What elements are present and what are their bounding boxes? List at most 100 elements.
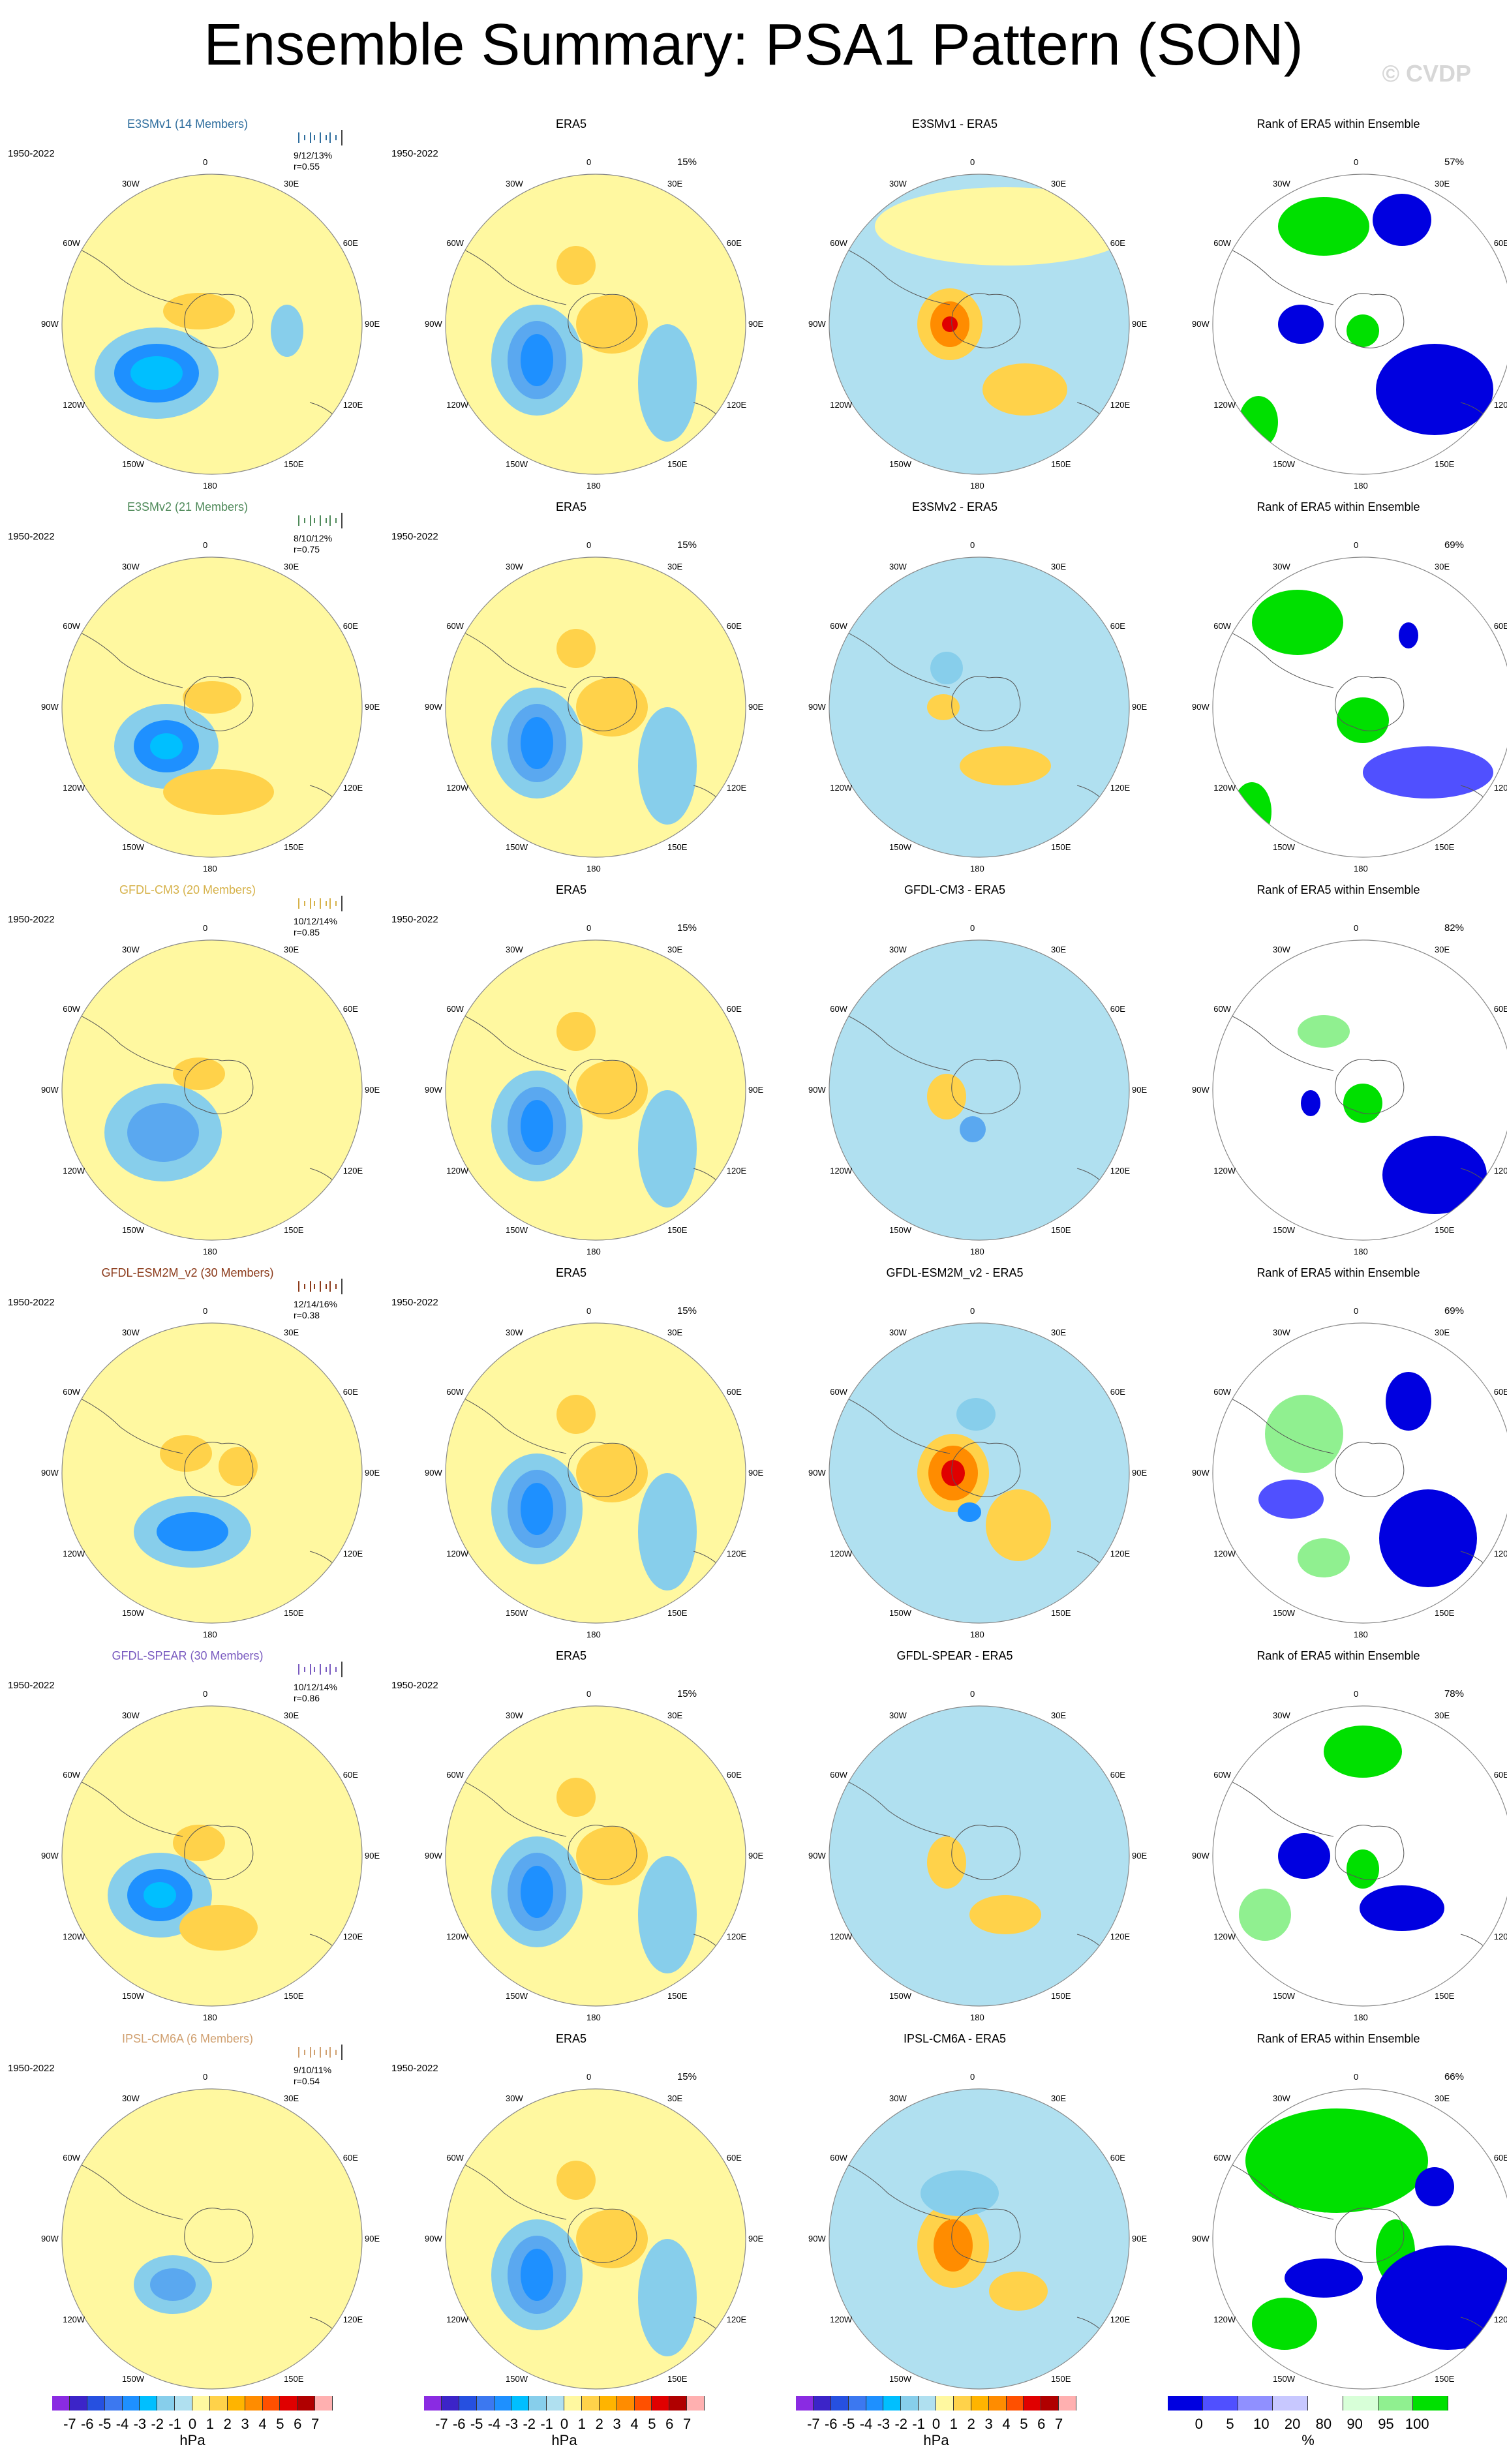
longitude-label: 0 (586, 157, 592, 167)
antarctica-coastline (951, 293, 1021, 348)
longitude-label: 60W (446, 621, 464, 631)
longitude-label: 90W (41, 1085, 59, 1095)
longitude-label: 30W (506, 562, 523, 572)
longitude-label: 30E (284, 1328, 299, 1338)
longitude-label: 120E (342, 1932, 363, 1941)
map-border (445, 556, 746, 858)
antarctica-coastline (1335, 1825, 1405, 1880)
longitude-label: 30W (889, 1328, 907, 1338)
longitude-label: 30E (1051, 945, 1067, 955)
anomaly-contour (521, 334, 553, 386)
longitude-label: 90W (41, 319, 59, 329)
longitude-label: 30E (1051, 1328, 1067, 1338)
longitude-label: 90W (425, 319, 442, 329)
anomaly-contour (556, 246, 596, 285)
longitude-label: 150W (506, 2373, 528, 2384)
map-border (829, 939, 1130, 1241)
analysis-period: 1950-2022 (8, 531, 55, 542)
anomaly-contour (150, 2268, 196, 2301)
colorbar-swatch (848, 2396, 866, 2411)
longitude-label: 150E (667, 842, 688, 852)
anomaly-contour (1415, 2167, 1454, 2206)
stats-box: 10/12/14% r=0.85 (294, 916, 337, 938)
colorbar-tick-label: 1 (949, 2416, 958, 2432)
pct-variance: 10/12/14% (294, 916, 337, 926)
rank-title: Rank of ERA5 within Ensemble (1256, 500, 1420, 513)
longitude-label: 0 (970, 540, 975, 550)
anomaly-contour (638, 1856, 697, 1973)
antarctica-coastline (184, 293, 254, 348)
analysis-period: 1950-2022 (8, 1297, 55, 1308)
longitude-label: 30E (1435, 1328, 1450, 1338)
stats-box: 9/12/13% r=0.55 (294, 150, 332, 172)
colorbar-swatch (227, 2396, 245, 2411)
colorbar-tick-label: 1 (206, 2416, 214, 2432)
longitude-label: 120W (63, 783, 85, 793)
longitude-label: 30W (122, 2093, 140, 2104)
longitude-label: 90E (365, 702, 380, 712)
colorbar-swatch (424, 2396, 442, 2411)
antarctica-coastline (951, 1825, 1021, 1880)
longitude-label: 60E (726, 1004, 742, 1014)
colorbar-swatch (175, 2396, 192, 2411)
longitude-label: 30E (1435, 2093, 1450, 2104)
anomaly-contour (521, 1483, 553, 1535)
longitude-label: 150E (284, 2373, 304, 2384)
colorbar-swatch (866, 2396, 884, 2411)
anomaly-contour (1278, 1833, 1330, 1879)
anomaly-contour (576, 295, 648, 354)
model-panel: GFDL-ESM2M_v2 (30 Members) 1950-2022 12/14… (0, 1266, 380, 1658)
longitude-label: 0 (203, 1306, 208, 1316)
colorbar-swatch (1273, 2396, 1308, 2411)
difference-panel: GFDL-CM3 - ERA5 0 30E 60E 90E 120E 150E 180 150W… (767, 883, 1147, 1275)
colorbar-tick-label: 5 (1226, 2416, 1234, 2432)
stats-box: 10/12/14% r=0.86 (294, 1682, 337, 1704)
longitude-label: 30E (284, 179, 299, 189)
longitude-label: 120W (63, 1932, 85, 1941)
map-border (1212, 939, 1507, 1241)
longitude-label: 30W (1273, 1328, 1290, 1338)
longitude-label: 30W (122, 179, 140, 189)
hpa-colorbar-2: -7 -6 -5 -4 -3 -2 -1 0 1 2 3 4 5 6 7 hPa (424, 2396, 705, 2448)
era5-title: ERA5 (555, 500, 587, 513)
anomaly-contour (521, 1866, 553, 1918)
longitude-label: 150E (284, 842, 304, 852)
antarctica-coastline (1335, 676, 1405, 731)
colorbar-swatch (1059, 2396, 1076, 2411)
anomaly-contour (875, 187, 1129, 266)
colorbar-swatch (69, 2396, 87, 2411)
longitude-label: 30W (122, 945, 140, 955)
map-border (445, 1322, 746, 1624)
anomaly-contour (1382, 1136, 1487, 1214)
colorbar-unit: hPa (179, 2432, 206, 2448)
model-panel: E3SMv1 (14 Members) 1950-2022 9/12/13% r=0.… (0, 117, 380, 509)
difference-map (829, 556, 1130, 858)
anomaly-contour (157, 1512, 228, 1551)
longitude-label: 150E (667, 459, 688, 469)
colorbar-swatch (634, 2396, 652, 2411)
longitude-label: 180 (1354, 864, 1368, 874)
longitude-label: 30W (889, 1711, 907, 1721)
longitude-label: 150W (889, 1990, 911, 2001)
colorbar-tick-label: 10 (1253, 2416, 1270, 2432)
longitude-label: 120W (830, 1549, 853, 1559)
anomaly-contour (941, 1460, 965, 1486)
longitude-label: 150E (1435, 842, 1455, 852)
longitude-label: 120E (1493, 1166, 1507, 1176)
anomaly-contour (179, 1905, 258, 1951)
longitude-label: 90E (365, 1085, 380, 1095)
model-map (61, 174, 363, 475)
longitude-label: 120E (726, 783, 747, 793)
difference-panel: IPSL-CM6A - ERA5030E60E90E120E150E180150… (767, 2032, 1147, 2424)
longitude-label: 60W (446, 1770, 464, 1780)
longitude-label: 150W (122, 2373, 144, 2384)
longitude-label: 150W (122, 1607, 144, 1618)
longitude-label: 30E (1435, 945, 1450, 955)
anomaly-contour (921, 2170, 999, 2216)
colorbar-swatch (1024, 2396, 1042, 2411)
colorbar-swatch (599, 2396, 617, 2411)
longitude-label: 30W (889, 562, 907, 572)
colorbar-tick-label: -5 (842, 2416, 855, 2432)
longitude-label: 150E (1435, 459, 1455, 469)
anomaly-contour (1298, 1015, 1350, 1048)
